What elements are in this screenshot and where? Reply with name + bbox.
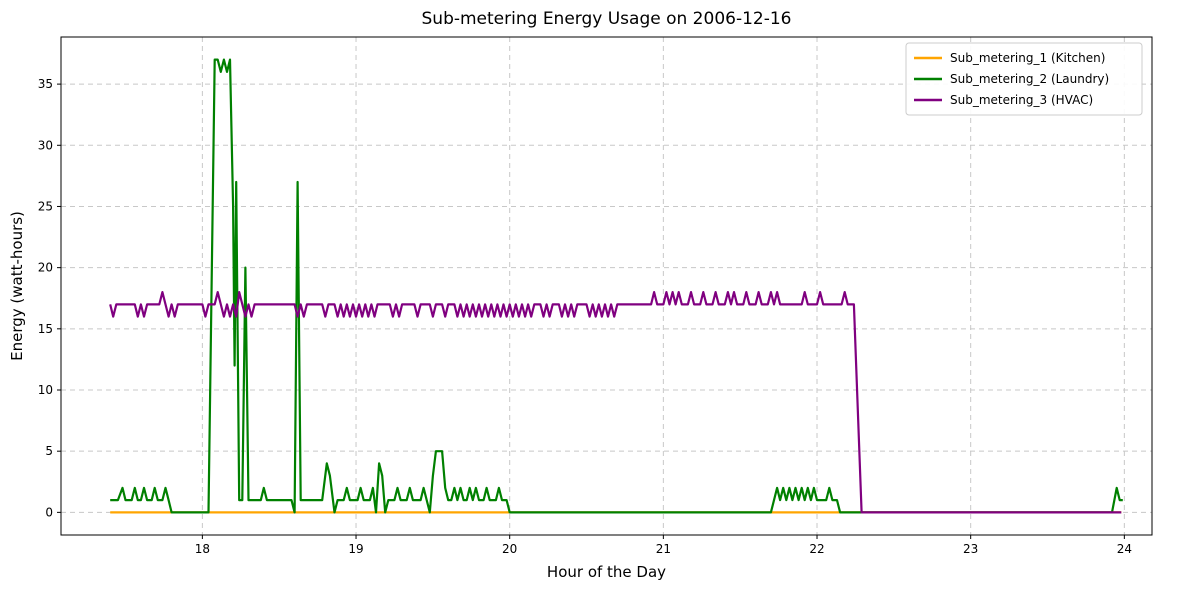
x-axis-label: Hour of the Day xyxy=(547,563,666,581)
x-tick-label: 22 xyxy=(809,542,824,556)
y-tick-label: 20 xyxy=(38,261,53,275)
x-tick-label: 18 xyxy=(195,542,210,556)
legend-label: Sub_metering_1 (Kitchen) xyxy=(950,51,1105,65)
chart-title: Sub-metering Energy Usage on 2006-12-16 xyxy=(422,9,792,29)
x-tick-label: 23 xyxy=(963,542,978,556)
legend-box xyxy=(905,42,1143,116)
x-tick-label: 24 xyxy=(1117,542,1132,556)
y-tick-label: 0 xyxy=(45,505,53,519)
y-tick-label: 25 xyxy=(38,199,53,213)
series-line-2 xyxy=(110,58,1123,514)
series-lines xyxy=(109,58,1123,514)
y-axis-label: Energy (watt-hours) xyxy=(8,211,26,361)
y-tick-label: 35 xyxy=(38,77,53,91)
y-tick-label: 10 xyxy=(38,383,53,397)
legend: Sub_metering_1 (Kitchen) Sub_metering_2 (… xyxy=(905,42,1143,116)
series-line-3 xyxy=(109,291,1122,514)
x-tick-label: 19 xyxy=(348,542,363,556)
x-tick-label: 21 xyxy=(656,542,671,556)
y-tick-label: 5 xyxy=(45,444,53,458)
legend-label: Sub_metering_2 (Laundry) xyxy=(950,72,1109,86)
x-axis-ticks: 18 19 20 21 22 23 24 xyxy=(195,535,1132,556)
y-axis-ticks: 0 5 10 15 20 25 30 35 xyxy=(38,77,61,519)
x-tick-label: 20 xyxy=(502,542,517,556)
legend-label: Sub_metering_3 (HVAC) xyxy=(950,93,1093,107)
y-tick-label: 15 xyxy=(38,322,53,336)
plot-frame xyxy=(60,36,1153,536)
y-tick-label: 30 xyxy=(38,138,53,152)
